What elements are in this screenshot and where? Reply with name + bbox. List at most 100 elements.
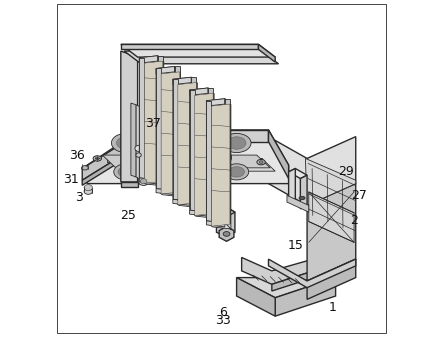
Text: 15: 15: [288, 239, 303, 252]
Polygon shape: [268, 259, 356, 288]
Ellipse shape: [82, 166, 88, 170]
Ellipse shape: [205, 149, 232, 166]
Text: 6: 6: [219, 306, 227, 319]
Polygon shape: [144, 61, 163, 183]
Polygon shape: [173, 79, 178, 200]
Ellipse shape: [84, 185, 93, 191]
Polygon shape: [225, 99, 231, 230]
Ellipse shape: [190, 137, 209, 149]
Polygon shape: [144, 130, 268, 142]
Ellipse shape: [136, 152, 153, 163]
Polygon shape: [107, 158, 262, 162]
Polygon shape: [158, 56, 164, 187]
Polygon shape: [121, 51, 138, 182]
Polygon shape: [206, 221, 231, 229]
Polygon shape: [173, 77, 191, 85]
Polygon shape: [124, 51, 279, 64]
Ellipse shape: [172, 152, 190, 163]
Ellipse shape: [299, 196, 305, 200]
Ellipse shape: [257, 159, 265, 165]
Polygon shape: [194, 93, 213, 215]
Polygon shape: [258, 44, 275, 62]
Polygon shape: [139, 56, 164, 64]
Ellipse shape: [93, 156, 101, 161]
Text: 36: 36: [69, 149, 84, 162]
Polygon shape: [268, 136, 356, 206]
Polygon shape: [208, 88, 213, 212]
Polygon shape: [206, 99, 225, 106]
Polygon shape: [161, 72, 179, 194]
Ellipse shape: [207, 179, 214, 184]
Ellipse shape: [210, 152, 227, 163]
Ellipse shape: [157, 179, 164, 184]
Ellipse shape: [151, 164, 175, 180]
Ellipse shape: [95, 157, 99, 160]
Polygon shape: [121, 44, 275, 57]
Polygon shape: [139, 58, 144, 178]
Ellipse shape: [174, 179, 181, 184]
Ellipse shape: [153, 137, 172, 149]
Polygon shape: [190, 90, 194, 210]
Polygon shape: [121, 182, 138, 187]
Polygon shape: [175, 66, 179, 191]
Ellipse shape: [117, 137, 135, 149]
Polygon shape: [173, 77, 197, 85]
Text: 29: 29: [338, 165, 354, 178]
Ellipse shape: [225, 164, 249, 180]
Polygon shape: [237, 257, 336, 298]
Text: 3: 3: [75, 190, 83, 204]
Polygon shape: [82, 130, 289, 184]
Text: 25: 25: [120, 209, 136, 222]
Polygon shape: [309, 192, 354, 242]
Polygon shape: [217, 208, 235, 237]
Ellipse shape: [118, 166, 134, 177]
Text: 2: 2: [350, 214, 358, 227]
Polygon shape: [156, 66, 175, 74]
Text: 27: 27: [351, 189, 367, 202]
Polygon shape: [287, 195, 309, 212]
Ellipse shape: [136, 153, 141, 157]
Polygon shape: [139, 178, 158, 184]
Ellipse shape: [223, 232, 230, 236]
Ellipse shape: [189, 177, 199, 185]
Ellipse shape: [135, 145, 142, 151]
Ellipse shape: [155, 166, 171, 177]
Polygon shape: [156, 68, 161, 189]
Ellipse shape: [114, 164, 138, 180]
Polygon shape: [156, 68, 162, 194]
Polygon shape: [178, 83, 196, 205]
Ellipse shape: [155, 177, 166, 185]
Polygon shape: [190, 88, 208, 95]
Polygon shape: [217, 208, 235, 217]
Ellipse shape: [138, 177, 149, 185]
Ellipse shape: [140, 179, 147, 184]
Polygon shape: [82, 130, 144, 180]
Polygon shape: [173, 79, 179, 205]
Ellipse shape: [259, 161, 263, 163]
Polygon shape: [190, 210, 208, 216]
Polygon shape: [272, 269, 319, 291]
Ellipse shape: [168, 149, 194, 166]
Polygon shape: [173, 200, 191, 206]
Polygon shape: [206, 101, 211, 221]
Polygon shape: [139, 56, 158, 63]
Polygon shape: [305, 158, 356, 206]
Ellipse shape: [131, 149, 158, 166]
Ellipse shape: [187, 164, 212, 180]
Polygon shape: [307, 259, 356, 299]
Ellipse shape: [172, 177, 183, 185]
Ellipse shape: [206, 177, 216, 185]
Polygon shape: [156, 66, 181, 74]
Ellipse shape: [222, 133, 251, 153]
Polygon shape: [268, 130, 289, 179]
Polygon shape: [206, 221, 225, 227]
Ellipse shape: [190, 179, 197, 184]
Text: 37: 37: [145, 117, 161, 130]
Polygon shape: [190, 90, 196, 215]
Polygon shape: [102, 155, 270, 168]
Polygon shape: [219, 226, 234, 241]
Polygon shape: [156, 189, 175, 195]
Polygon shape: [190, 88, 214, 96]
Polygon shape: [211, 104, 230, 226]
Polygon shape: [208, 88, 214, 219]
